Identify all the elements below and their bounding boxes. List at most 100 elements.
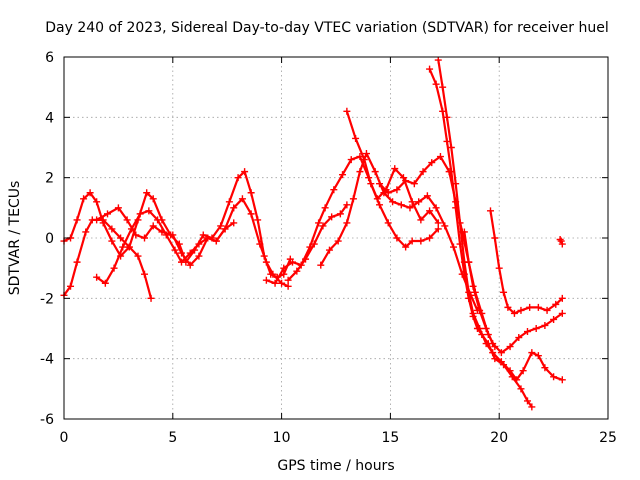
- data-point-marker: [360, 156, 368, 164]
- data-point-marker: [328, 213, 336, 221]
- data-point-marker: [534, 303, 542, 311]
- data-point-marker: [80, 195, 88, 203]
- data-point-marker: [67, 282, 75, 290]
- x-tick-label: 15: [381, 430, 399, 446]
- data-point-marker: [460, 228, 468, 236]
- series-line: [62, 170, 292, 279]
- x-tick-label: 0: [60, 430, 69, 446]
- data-series: [60, 56, 566, 411]
- data-point-marker: [343, 201, 351, 209]
- data-point-marker: [123, 216, 131, 224]
- data-point-marker: [426, 207, 434, 215]
- data-point-marker: [110, 264, 118, 272]
- data-point-marker: [523, 397, 531, 405]
- data-point-marker: [541, 364, 549, 372]
- data-point-marker: [319, 222, 327, 230]
- data-point-marker: [541, 321, 549, 329]
- series-line: [428, 68, 533, 408]
- data-point-marker: [510, 309, 518, 317]
- series-line: [95, 206, 235, 267]
- data-point-marker: [441, 222, 449, 230]
- data-point-marker: [469, 282, 477, 290]
- y-tick-label: 6: [45, 50, 54, 66]
- data-point-marker: [491, 234, 499, 242]
- data-point-marker: [132, 231, 140, 239]
- data-point-marker: [434, 56, 442, 64]
- data-point-marker: [550, 315, 558, 323]
- data-point-marker: [393, 234, 401, 242]
- data-point-marker: [402, 177, 410, 185]
- data-point-marker: [204, 234, 212, 242]
- series-track-9: [376, 153, 499, 351]
- data-point-marker: [343, 107, 351, 115]
- y-axis-label: SDTVAR / TECUs: [7, 181, 23, 296]
- x-tick-label: 25: [599, 430, 617, 446]
- data-point-marker: [558, 294, 566, 302]
- data-point-marker: [284, 276, 292, 284]
- data-point-marker: [99, 219, 107, 227]
- data-point-marker: [145, 207, 153, 215]
- data-point-marker: [410, 180, 418, 188]
- data-point-marker: [101, 279, 109, 287]
- data-point-marker: [315, 219, 323, 227]
- data-point-marker: [212, 237, 220, 245]
- series-track-8: [343, 107, 442, 251]
- data-point-marker: [86, 189, 94, 197]
- data-point-marker: [171, 246, 179, 254]
- data-point-marker: [519, 367, 527, 375]
- data-point-marker: [393, 186, 401, 194]
- data-point-marker: [225, 198, 233, 206]
- data-point-marker: [439, 107, 447, 115]
- data-point-marker: [141, 270, 149, 278]
- series-track-2: [60, 168, 294, 281]
- data-point-marker: [482, 325, 490, 332]
- data-point-marker: [310, 240, 318, 248]
- data-point-marker: [515, 334, 523, 342]
- data-point-marker: [397, 201, 405, 209]
- data-point-marker: [247, 210, 255, 218]
- data-point-marker: [376, 180, 384, 188]
- series-track-6: [284, 201, 351, 284]
- data-point-marker: [73, 258, 81, 266]
- data-point-marker: [93, 273, 101, 281]
- series-track-14: [556, 236, 566, 248]
- y-tick-label: 2: [45, 171, 54, 187]
- data-point-marker: [334, 237, 342, 245]
- data-point-marker: [426, 234, 434, 242]
- data-point-marker: [497, 358, 505, 366]
- data-point-marker: [552, 300, 560, 308]
- series-line: [62, 218, 153, 300]
- data-point-marker: [376, 201, 384, 209]
- x-tick-label: 5: [168, 430, 177, 446]
- data-point-marker: [432, 204, 440, 212]
- series-track-11: [434, 56, 566, 384]
- data-point-marker: [447, 144, 455, 151]
- data-point-marker: [356, 168, 364, 176]
- data-point-marker: [280, 264, 288, 272]
- data-point-marker: [465, 258, 473, 266]
- data-point-marker: [417, 216, 425, 224]
- series-line: [345, 110, 440, 249]
- data-point-marker: [456, 219, 464, 227]
- data-point-marker: [443, 137, 451, 145]
- data-point-marker: [558, 240, 566, 248]
- data-point-marker: [469, 309, 477, 317]
- data-point-marker: [199, 231, 207, 239]
- y-tick-label: -4: [40, 352, 54, 368]
- data-point-marker: [325, 246, 333, 254]
- series-track-13: [486, 207, 566, 317]
- data-point-marker: [428, 159, 436, 167]
- axis-ticks: 0 5 10 15 20 25 -6 -4 -2 0 2 4 6: [40, 50, 617, 446]
- data-point-marker: [352, 134, 360, 142]
- data-point-marker: [506, 367, 514, 375]
- data-point-marker: [371, 168, 379, 176]
- data-point-marker: [504, 303, 512, 311]
- data-point-marker: [436, 153, 444, 161]
- data-point-marker: [104, 210, 112, 218]
- data-point-marker: [486, 207, 494, 215]
- data-point-marker: [534, 352, 542, 360]
- data-point-marker: [526, 303, 534, 311]
- data-point-marker: [528, 403, 536, 411]
- data-point-marker: [114, 204, 122, 212]
